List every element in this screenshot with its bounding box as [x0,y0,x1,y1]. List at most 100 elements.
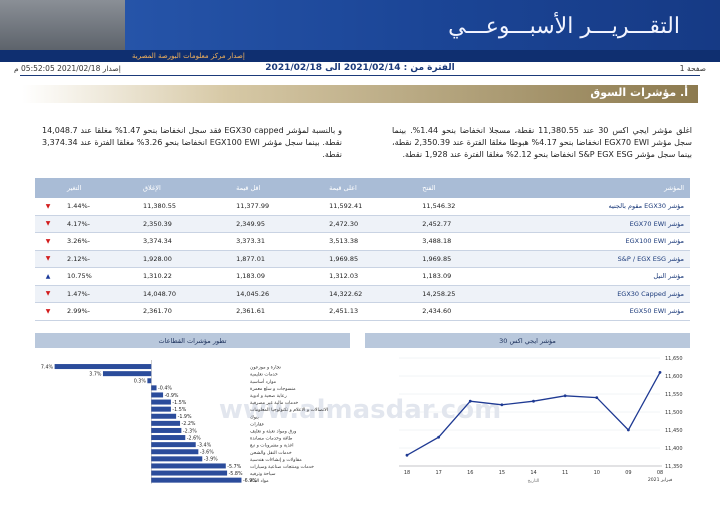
point [658,371,662,374]
category-label: خدمات ومنتجات صناعية وسيارات [250,465,314,470]
bar [151,413,177,419]
bar [151,435,186,441]
data-label: 3.7% [89,371,102,377]
period: الفترة من : 2021/02/14 الى 2021/02/18 [265,63,455,73]
table-cell: -1.47% [61,285,137,303]
data-label: -5.7% [227,464,241,470]
bar [151,420,181,426]
y-tick-label: 11,350 [665,464,683,470]
data-label: -1.5% [172,400,186,406]
category-label: عقارات [250,422,265,427]
table-cell: مؤشر EGX70 EWI [509,215,690,233]
table-cell: -3.26% [61,232,137,251]
category-label: موارد أساسية [250,378,277,385]
table-cell: 2,361.70 [136,302,231,321]
bar [151,399,171,405]
table-row: مؤشر S&P / EGX ESG 1,969.85 1,969.85 1,877.… [35,250,690,268]
table-cell: 14,258.25 [416,285,510,303]
column-header: الفتح [416,178,510,198]
category-label: طاقة وخدمات مساندة [250,437,293,442]
y-tick-label: 11,650 [665,356,683,362]
x-tick-label: 09 [625,470,631,476]
table-cell: مؤشر النيل [509,267,690,286]
table-cell: 1,310.22 [136,267,231,286]
bar [151,385,157,391]
table-cell: 14,048.70 [136,285,231,303]
table-cell: -4.17% [61,215,137,233]
data-label: -5.8% [229,471,243,477]
bar [147,378,152,384]
header-photo [0,0,125,50]
data-label: -3.9% [204,457,218,463]
point [532,399,535,403]
point [563,394,567,398]
bar [54,364,152,370]
bar [151,449,199,455]
table-cell: 1,969.85 [323,250,417,268]
table-cell: 3,488.18 [416,232,510,251]
category-label: تجارة و موزعون [250,366,282,371]
table-cell: -1.44% [61,198,137,216]
x-tick-label: 14 [530,470,536,476]
category-label: بنوك [250,415,259,420]
x-note: فبراير 2021 [648,477,672,483]
category-label: ورق ومواد تعبئة و تغليف [250,428,296,434]
data-label: -3.6% [200,450,214,456]
category-label: رعاية صحية و ادوية [250,394,287,399]
point [626,428,630,432]
x-tick-label: 15 [499,470,505,476]
column-header: المؤشر [509,178,690,198]
table-cell: 14,322.62 [323,285,417,303]
index-table: المؤشر الفتح اعلى قيمة اقل قيمة الإغلاق التغي… [35,178,690,321]
table-cell: 2,451.13 [323,302,417,321]
table-cell: 1,877.01 [230,250,324,268]
table-cell: 11,380.55 [136,198,231,216]
table-cell: 10.75% [61,267,137,286]
data-label: -2.2% [182,421,196,427]
column-header: اعلى قيمة [323,178,417,198]
category-label: منسوجات و سلع معمرة [250,387,296,392]
table-cell: مؤشر EGX100 EWI [509,232,690,251]
point [500,403,504,407]
table-header: المؤشر الفتح اعلى قيمة اقل قيمة الإغلاق التغي… [35,178,690,198]
bar [151,470,228,476]
y-tick-label: 11,400 [665,446,683,452]
table-cell: 1,969.85 [416,250,510,268]
x-tick-label: 10 [594,470,600,476]
data-label: -0.4% [158,386,172,392]
table-row: مؤشر EGX30 مقوم بالجنيه 11,546.32 11,592.4… [35,198,690,216]
table-cell: -2.12% [61,250,137,268]
bar [151,456,203,462]
category-label: سياحة وترفيه [250,472,276,477]
data-label: -3.4% [197,442,211,448]
table-cell: 2,452.77 [416,215,510,233]
point [405,453,409,457]
category-label: اغذية و مشروبات و تبغ [250,444,294,449]
point [595,396,599,399]
table-cell: 11,546.32 [416,198,510,216]
trend-arrow: ▼ [35,250,61,268]
page-number: صفحة 1 [679,64,706,73]
data-label: -0.9% [165,393,179,399]
y-tick-label: 11,450 [665,428,683,434]
data-label: -1.9% [178,414,192,420]
table-cell: 11,592.41 [323,198,417,216]
column-header: التغير [61,178,137,198]
panel-header [365,333,690,348]
data-label: 7.4% [41,364,54,370]
paragraph: و بالنسبة لمؤشر EGX30 capped فقد سجل انخ… [42,126,343,159]
table-cell: 2,472.30 [323,215,417,233]
x-tick-label: 16 [467,470,473,476]
data-label: -2.6% [187,435,201,441]
trend-arrow: ▼ [35,285,61,303]
table-cell: 3,373.31 [230,232,324,251]
table-body: مؤشر EGX30 مقوم بالجنيه 11,546.32 11,592.4… [35,198,690,321]
divider [20,75,700,76]
report-subtitle: إصدار مركز معلومات البورصة المصرية [132,52,245,60]
table-cell: 2,349.95 [230,215,324,233]
table-cell: مؤشر S&P / EGX ESG [509,250,690,268]
table-cell: -2.99% [61,302,137,321]
trend-arrow: ▲ [35,267,61,286]
